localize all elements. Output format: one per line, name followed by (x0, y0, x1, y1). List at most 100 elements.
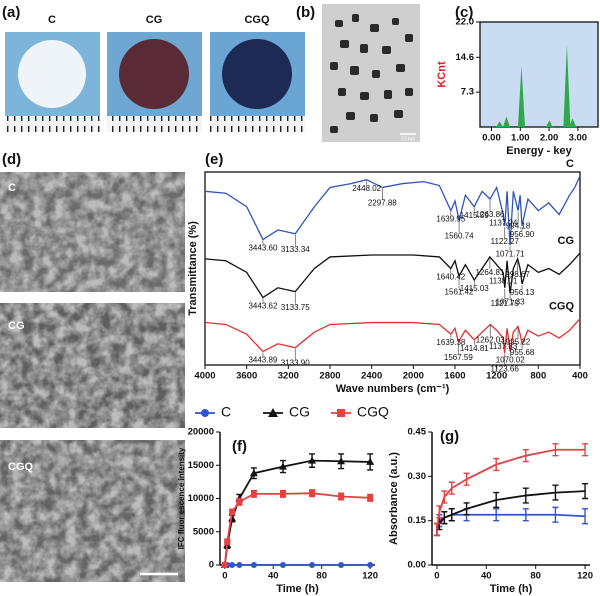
x-axis-label: Energy - key (506, 145, 572, 157)
error-bar (582, 508, 589, 525)
peak-label: 1640.42 (436, 273, 465, 282)
peak-label: 1567.59 (444, 353, 473, 362)
peak-label: 1123.66 (490, 365, 519, 374)
peak-label: 1415.03 (460, 284, 489, 293)
peak-label: 1639.95 (436, 215, 465, 224)
error-bar (463, 502, 470, 516)
series-label: CGQ (549, 301, 575, 313)
panel-label: (a) (2, 4, 20, 21)
y-tick-label: 0.00 (408, 560, 427, 571)
error-bar (493, 457, 500, 472)
series-line (223, 492, 371, 566)
x-tick-label: 2.00 (540, 133, 559, 144)
marker (250, 562, 257, 568)
x-tick-label: 400 (572, 371, 588, 382)
peak-label: 955.68 (510, 348, 535, 357)
peak (545, 120, 553, 127)
peak-label: 1137.24 (489, 219, 518, 228)
peak-label: 3133.90 (281, 359, 310, 368)
marker (309, 562, 316, 568)
peak-label: 1071.33 (496, 298, 525, 307)
sample-disc (222, 39, 292, 109)
peak-label: 998.67 (505, 270, 530, 279)
x-tick-label: 4000 (194, 371, 215, 382)
x-tick-label: 1600 (444, 371, 465, 382)
x-tick-label: 3600 (236, 371, 257, 382)
error-bar (552, 484, 559, 501)
marker (309, 490, 316, 497)
peak-label: 1070.02 (496, 356, 525, 365)
x-axis-label: Time (h) (276, 583, 319, 595)
x-tick-label: 1200 (486, 371, 507, 382)
peak-label: 1262.03 (476, 336, 505, 345)
peak-label: 1122.27 (491, 237, 520, 246)
x-tick-label: 120 (362, 571, 378, 582)
error-bar (522, 449, 529, 463)
y-tick-label: 22.0 (456, 17, 475, 28)
legend-label: CGQ (357, 404, 389, 420)
marker (308, 456, 317, 464)
x-tick-label: 800 (530, 371, 546, 382)
marker (249, 469, 258, 477)
error-bar (436, 505, 443, 519)
ruler (5, 116, 100, 132)
series-line (204, 318, 581, 354)
legend-label: C (221, 404, 231, 420)
y-tick-label: 0.45 (408, 427, 427, 438)
marker (250, 490, 257, 497)
error-bar (441, 490, 448, 504)
y-axis-label: KCnt (436, 61, 448, 88)
marker (236, 562, 243, 568)
peak-label: 1414.81 (460, 344, 489, 353)
x-axis-label: Wave numbers (cm⁻¹) (336, 383, 450, 395)
peak (563, 44, 571, 128)
marker (224, 538, 231, 545)
peak-label: 1071.71 (496, 249, 525, 258)
peak-label: 3443.89 (248, 356, 277, 365)
marker (279, 562, 286, 568)
peak-label: 1263.86 (476, 210, 505, 219)
marker (229, 562, 236, 568)
peak-label: 995.22 (506, 338, 531, 347)
plot-frame (204, 171, 581, 366)
marker (367, 494, 374, 501)
x-tick-label: 40 (481, 571, 492, 582)
panel-label: (c) (455, 4, 473, 21)
legend-label: CG (289, 404, 310, 420)
peak-label: 1264.81 (475, 268, 504, 277)
error-bar (433, 522, 440, 537)
error-bar (441, 511, 448, 525)
tem-image (322, 4, 420, 142)
error-bar (493, 508, 500, 522)
marker (278, 462, 287, 470)
marker (338, 493, 345, 500)
plot-frame (479, 21, 599, 128)
panel-label: (b) (296, 4, 315, 21)
y-tick-label: 5000 (193, 526, 214, 537)
peak-label: 3133.75 (281, 303, 310, 312)
sample-label: CGQ (244, 14, 270, 26)
marker (279, 490, 286, 497)
y-tick-label: 10000 (188, 493, 214, 504)
series-line (436, 513, 586, 530)
marker (337, 457, 346, 465)
peak-label: 2448.02 (352, 184, 381, 193)
error-bar (448, 481, 455, 495)
y-tick-label: 0 (209, 560, 214, 571)
sem-images (0, 172, 185, 582)
peak (502, 116, 510, 127)
y-tick-label: 0.15 (408, 515, 427, 526)
error-bar (448, 508, 455, 522)
sample-label: CG (8, 320, 25, 332)
peak-label: 3443.62 (248, 302, 277, 311)
y-axis-label: Absorbance (a.u.) (388, 452, 400, 545)
x-tick-label: 1.00 (511, 133, 530, 144)
y-tick-label: 7.3 (461, 87, 474, 98)
x-tick-label: 2800 (319, 371, 340, 382)
x-tick-label: 80 (316, 571, 327, 582)
y-tick-label: 15000 (188, 460, 214, 471)
legend-marker (268, 408, 278, 417)
peak-label: 956.90 (510, 230, 535, 239)
x-tick-label: 0 (434, 571, 439, 582)
